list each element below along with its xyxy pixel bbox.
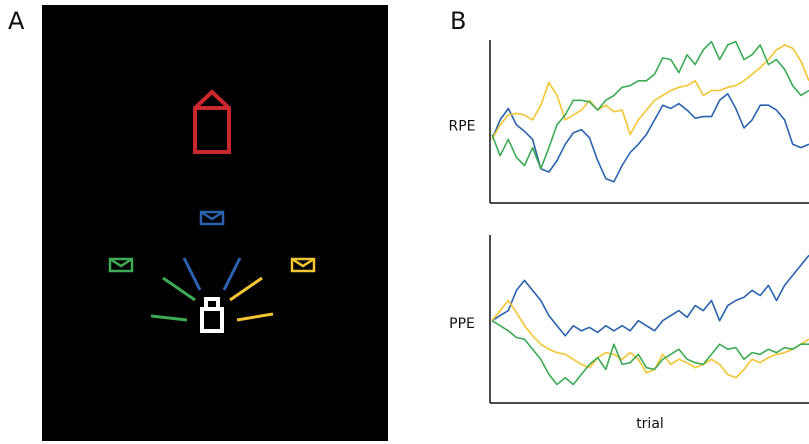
x-axis-label: trial bbox=[636, 416, 664, 432]
y-axis-label: PPE bbox=[449, 316, 475, 332]
y-axis-label: RPE bbox=[448, 119, 475, 135]
data-line bbox=[492, 45, 809, 139]
task-screen bbox=[42, 5, 388, 441]
data-line bbox=[492, 321, 809, 385]
panel-label: B bbox=[450, 7, 466, 35]
page: {"panel_labels": ["A", "B"], "chart_data… bbox=[0, 0, 809, 444]
data-line bbox=[492, 255, 809, 336]
figure: A B RPE PPE trial bbox=[0, 0, 809, 444]
panel-label: A bbox=[8, 7, 25, 35]
data-line bbox=[492, 301, 809, 378]
